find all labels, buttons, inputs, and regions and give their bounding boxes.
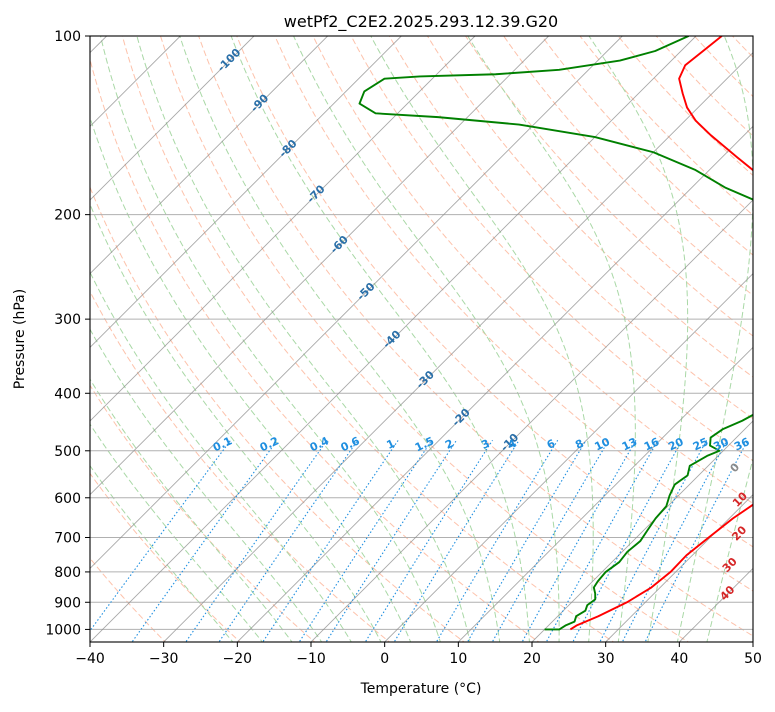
x-tick-label: 10 [449,651,467,667]
y-tick-label: 700 [54,531,81,547]
x-tick-label: −20 [223,651,253,667]
y-tick-label: 600 [54,491,81,507]
chart-title: wetPf2_C2E2.2025.293.12.39.G20 [284,12,558,32]
x-axis-label: Temperature (°C) [360,681,482,697]
y-axis-label: Pressure (hPa) [12,289,28,389]
x-tick-label: −30 [149,651,179,667]
x-tick-label: 0 [380,651,389,667]
x-tick-label: −40 [75,651,105,667]
y-tick-label: 500 [54,444,81,460]
x-tick-label: 30 [597,651,615,667]
x-tick-label: 20 [523,651,541,667]
y-tick-label: 200 [54,208,81,224]
y-tick-label: 300 [54,312,81,328]
y-tick-label: 1000 [45,622,81,638]
x-tick-label: 40 [670,651,688,667]
y-tick-label: 900 [54,595,81,611]
x-tick-label: −10 [296,651,326,667]
x-tick-label: 50 [744,651,762,667]
y-tick-label: 100 [54,29,81,45]
y-tick-label: 800 [54,565,81,581]
y-tick-label: 400 [54,386,81,402]
